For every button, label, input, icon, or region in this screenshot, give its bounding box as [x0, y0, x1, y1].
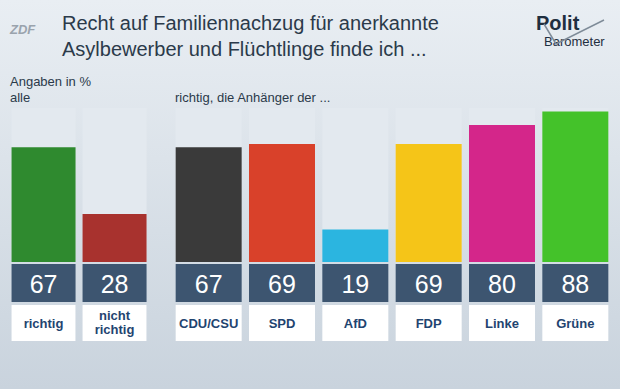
- svg-text:nicht: nicht: [99, 308, 131, 323]
- svg-text:richtig: richtig: [24, 316, 64, 331]
- html-text:richtig, die Anhänger der ...: richtig, die Anhänger der ...: [175, 90, 331, 105]
- html-text:Angaben in %: Angaben in %: [10, 74, 91, 89]
- svg-text:CDU/CSU: CDU/CSU: [179, 316, 238, 331]
- svg-text:Linke: Linke: [485, 316, 519, 331]
- svg-text:SPD: SPD: [269, 316, 296, 331]
- svg-text:67: 67: [30, 270, 58, 298]
- svg-text:88: 88: [561, 270, 589, 298]
- svg-text:Grüne: Grüne: [556, 316, 594, 331]
- html-text:alle: alle: [10, 90, 31, 105]
- svg-text:AfD: AfD: [344, 316, 367, 331]
- svg-text:19: 19: [341, 270, 369, 298]
- html-text:Polit: Polit: [536, 12, 580, 34]
- svg-text:69: 69: [415, 270, 443, 298]
- svg-text:69: 69: [268, 270, 296, 298]
- html-text:Recht auf Familiennachzug für: Recht auf Familiennachzug für anerkannte…: [62, 12, 439, 60]
- svg-text:FDP: FDP: [416, 316, 442, 331]
- html-text:Barometer: Barometer: [544, 34, 605, 49]
- svg-text:80: 80: [488, 270, 516, 298]
- html-text:ZDF: ZDF: [10, 22, 36, 37]
- svg-text:28: 28: [101, 270, 129, 298]
- svg-text:67: 67: [195, 270, 223, 298]
- svg-text:richtig: richtig: [95, 322, 135, 337]
